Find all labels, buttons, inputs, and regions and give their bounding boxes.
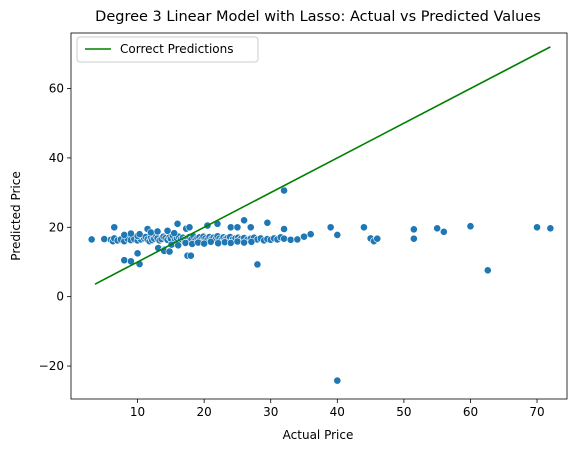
data-marks	[87, 46, 555, 385]
scatter-point	[333, 231, 342, 239]
scatter-point	[293, 235, 302, 244]
scatter-point	[280, 225, 288, 233]
legend: Correct Predictions	[76, 36, 259, 63]
scatter-point	[127, 229, 135, 238]
plot-area	[70, 32, 568, 400]
x-axis-label: Actual Price	[283, 428, 354, 442]
y-tick-label: 60	[49, 82, 64, 96]
scatter-point	[120, 231, 129, 239]
scatter-point	[135, 230, 144, 239]
scatter-point	[173, 219, 182, 228]
y-axis: −20 0 20 40 60	[39, 82, 71, 373]
chart-title: Degree 3 Linear Model with Lasso: Actual…	[95, 9, 541, 25]
scatter-point	[133, 249, 142, 258]
scatter-point	[226, 223, 235, 232]
scatter-point	[533, 223, 541, 232]
y-tick-label: 20	[49, 220, 64, 234]
scatter-point	[409, 225, 418, 234]
scatter-point	[306, 230, 315, 239]
scatter-point	[240, 216, 248, 225]
scatter-point	[466, 222, 475, 231]
scatter-point	[300, 232, 308, 241]
scatter-point	[373, 234, 382, 243]
scatter-point	[181, 238, 190, 247]
scatter-point	[206, 237, 215, 246]
scatter-point	[233, 223, 242, 232]
scatter-point	[247, 237, 256, 246]
scatter-point	[286, 235, 295, 244]
x-tick-label: 40	[330, 405, 345, 419]
scatter-point	[186, 251, 195, 260]
plot-background	[71, 33, 567, 399]
scatter-point	[214, 239, 223, 248]
scatter-point	[326, 223, 335, 232]
plot-border	[70, 32, 568, 400]
y-axis-label: Predicted Price	[9, 171, 23, 260]
scatter-point	[87, 235, 96, 244]
scatter-point	[185, 223, 194, 232]
scatter-point	[165, 247, 174, 256]
scatter-point	[240, 238, 248, 247]
scatter-point	[433, 224, 442, 233]
scatter-point	[280, 186, 288, 195]
x-tick-label: 70	[529, 405, 544, 419]
scatter-point	[120, 256, 129, 265]
scatter-point	[170, 229, 179, 238]
scatter-point	[333, 376, 342, 385]
scatter-point	[110, 223, 119, 232]
scatter-point	[100, 235, 109, 243]
scatter-point	[263, 218, 272, 227]
scatter-point	[280, 234, 288, 243]
scatter-point	[439, 227, 448, 236]
x-tick-label: 60	[463, 405, 478, 419]
x-tick-label: 30	[263, 405, 278, 419]
y-tick-label: 40	[49, 151, 64, 165]
scatter-point	[174, 241, 183, 250]
x-tick-label: 50	[396, 405, 411, 419]
scatter-point	[200, 239, 209, 248]
y-tick-label: −20	[39, 359, 64, 373]
legend-label-correct-predictions: Correct Predictions	[120, 42, 233, 56]
scatter-point	[153, 227, 162, 236]
scatter-point	[246, 223, 255, 232]
scatter-point	[163, 226, 172, 235]
legend-box	[76, 36, 259, 63]
x-tick-label: 20	[197, 405, 212, 419]
scatter-point	[253, 260, 262, 269]
y-tick-label: 0	[56, 290, 64, 304]
scatter-point	[409, 234, 418, 243]
x-axis: 10 20 30 40 50 60 70	[130, 399, 545, 419]
scatter-point	[483, 266, 492, 275]
scatter-point	[226, 238, 235, 247]
x-tick-label: 10	[130, 405, 145, 419]
correct-predictions-line	[94, 46, 551, 285]
scatter-point	[546, 224, 555, 233]
scatter-point	[360, 223, 368, 232]
scatter-point	[233, 237, 242, 246]
scatter-point	[146, 228, 155, 237]
